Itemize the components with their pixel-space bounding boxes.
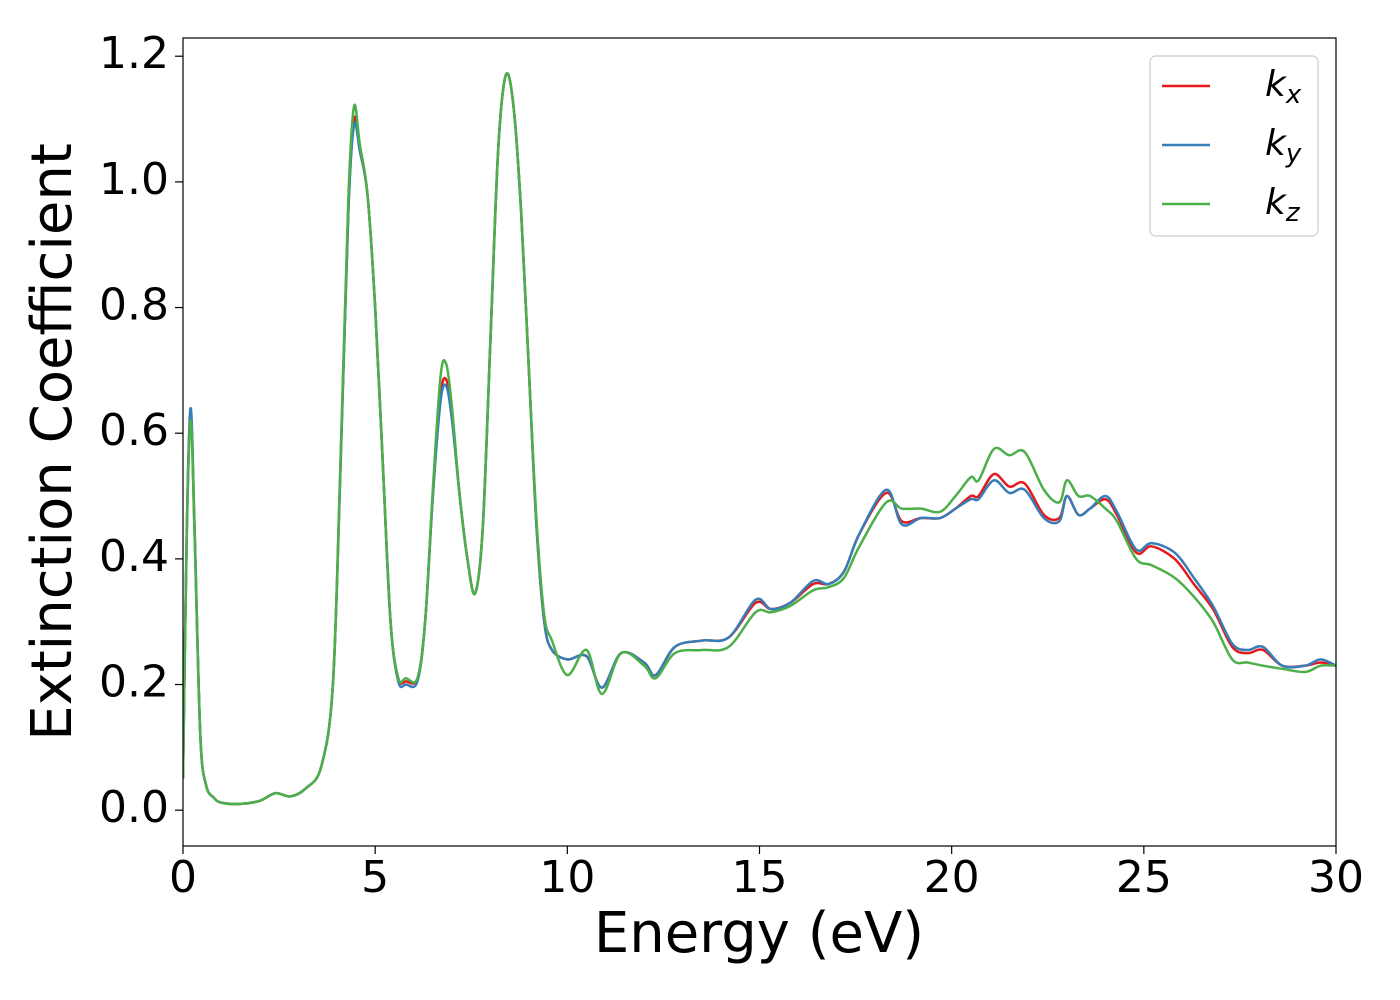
x-tick-label: 20 [924, 852, 980, 903]
x-tick-label: 25 [1116, 852, 1172, 903]
x-tick-label: 5 [361, 852, 389, 903]
x-tick-label: 0 [169, 852, 197, 903]
x-axis-label: Energy (eV) [594, 901, 924, 966]
x-tick-label: 30 [1308, 852, 1364, 903]
series-line [183, 72, 1336, 806]
y-axis-label: Extinction Coefficient [20, 143, 85, 741]
y-tick-label: 0.6 [99, 405, 169, 456]
y-tick-label: 1.0 [99, 154, 169, 205]
y-tick-label: 0.0 [99, 782, 169, 833]
x-tick-label: 10 [539, 852, 595, 903]
y-tick-label: 0.8 [99, 280, 169, 331]
y-tick-label: 0.2 [99, 657, 169, 708]
y-tick-label: 0.4 [99, 531, 169, 582]
x-tick-label: 15 [732, 852, 788, 903]
legend-box [1149, 55, 1319, 237]
legend-label: kx [1265, 64, 1302, 110]
legend-label: ky [1265, 123, 1302, 169]
y-tick-label: 1.2 [99, 28, 169, 79]
legend-label: kz [1265, 182, 1301, 228]
